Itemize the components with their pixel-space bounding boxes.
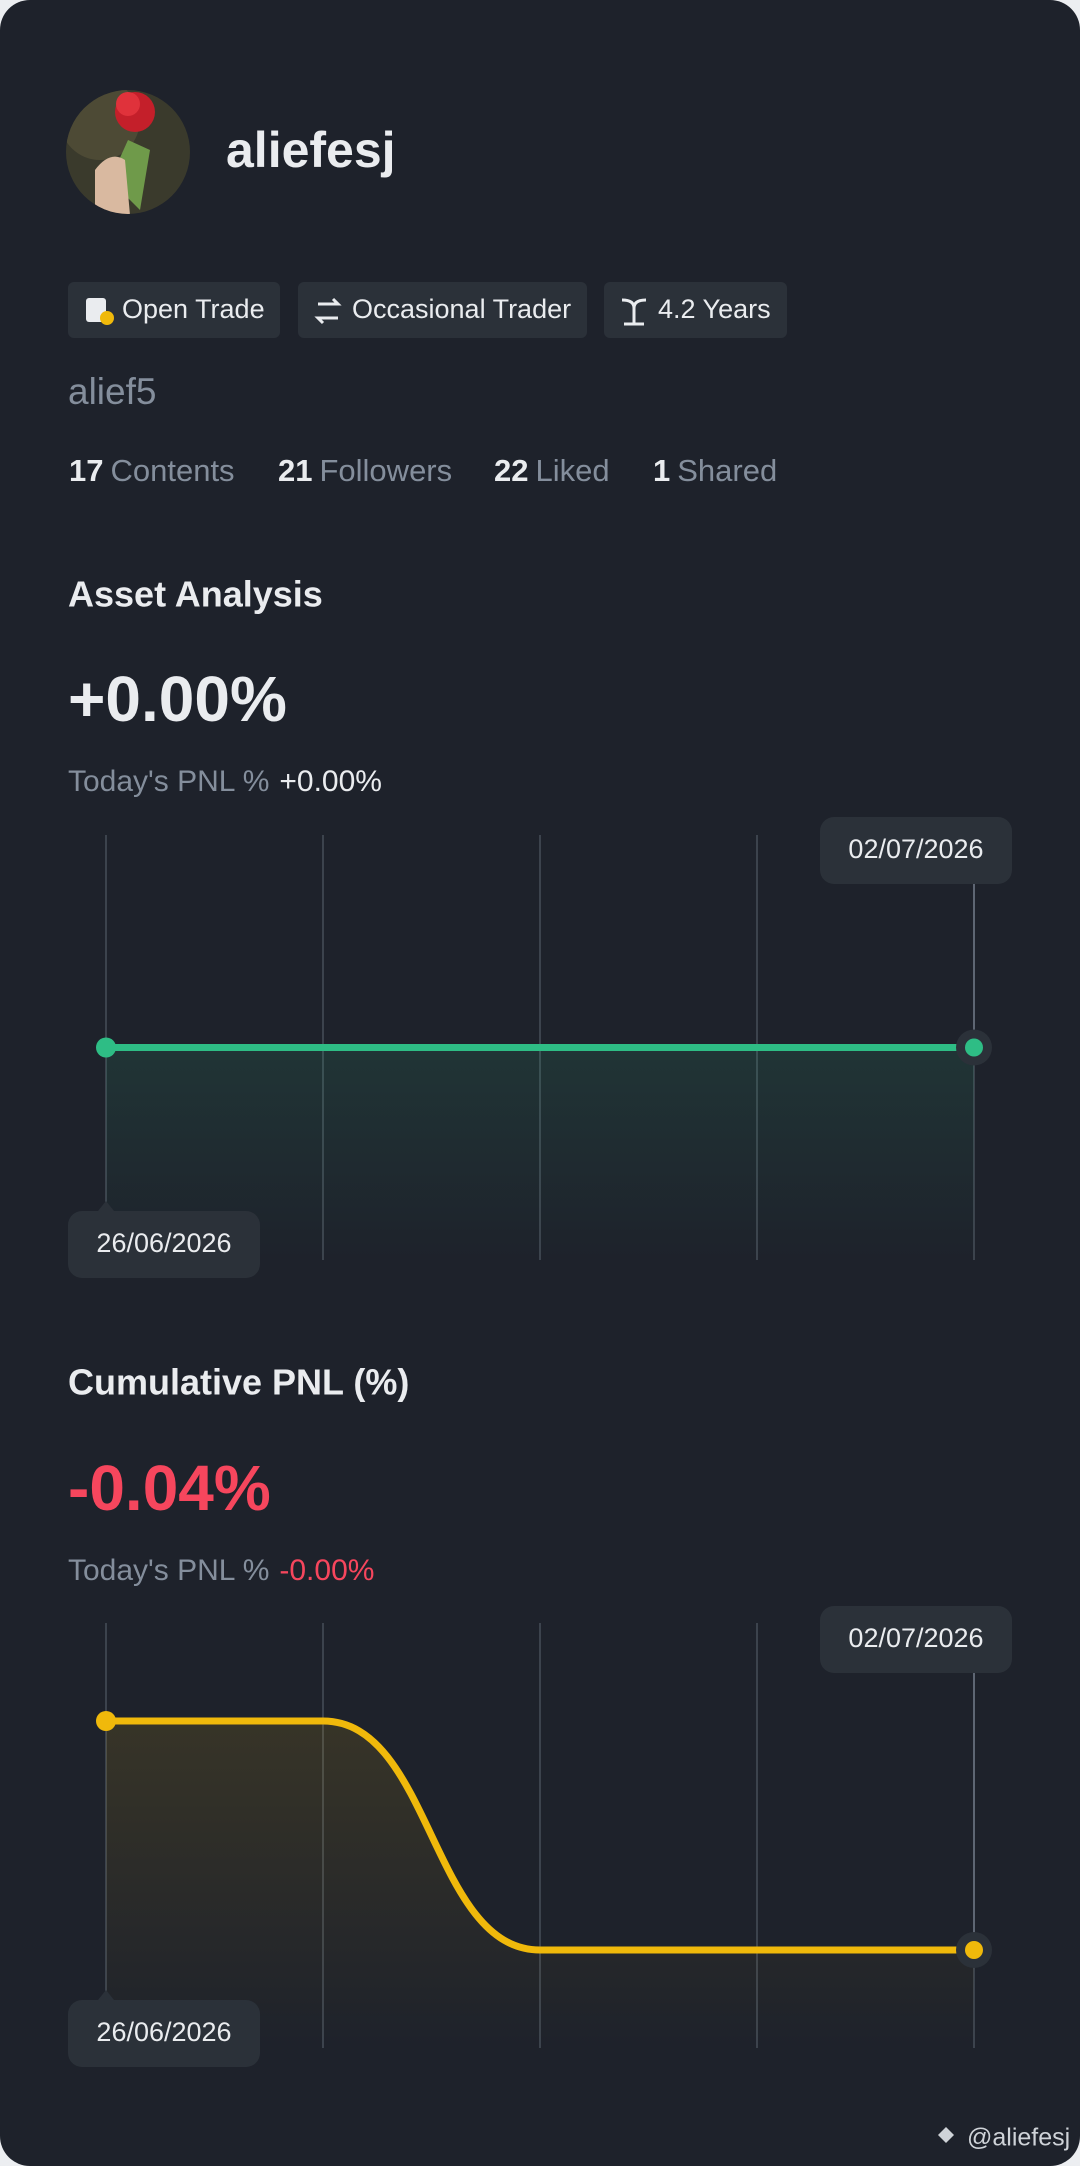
area bbox=[106, 1721, 974, 2048]
point bbox=[96, 1037, 116, 1058]
stat-value: 1 bbox=[653, 453, 670, 488]
stats: 17 Contents 21 Followers 22 Liked 1 Shared bbox=[69, 453, 777, 488]
tag: 4.2 Years bbox=[604, 282, 787, 338]
stat: 1 Shared bbox=[653, 453, 777, 488]
tooltip-date: 02/07/2026 bbox=[848, 1623, 983, 1653]
chart: Cumulative PNL (%) -0.04% Today's PNL % -0.… bbox=[68, 1362, 1012, 2067]
tooltip bbox=[820, 817, 1012, 884]
line bbox=[102, 1717, 978, 1954]
stat-label: Followers bbox=[319, 453, 452, 488]
tag: Occasional Trader bbox=[298, 282, 587, 338]
point bbox=[965, 1038, 983, 1057]
tag-text: 4.2 Years bbox=[658, 294, 771, 324]
point bbox=[965, 1941, 983, 1959]
stat-value: 22 bbox=[494, 453, 528, 488]
chart: Asset Analysis +0.00% Today's PNL % +0.00% 0… bbox=[68, 574, 1012, 1278]
watermark: @aliefesj bbox=[938, 2124, 1070, 2152]
subtitle-value: +0.00% bbox=[279, 765, 382, 798]
tooltip-arrow bbox=[98, 1201, 114, 1211]
subtitle-label: Today's PNL % bbox=[68, 765, 269, 798]
stat-label: Liked bbox=[535, 453, 609, 488]
watermark-text: @aliefesj bbox=[967, 2124, 1070, 2152]
point bbox=[96, 1711, 116, 1731]
tooltip-arrow bbox=[98, 1990, 114, 2000]
charts: Asset Analysis +0.00% Today's PNL % +0.00% 0… bbox=[68, 574, 1012, 2067]
chart-title: Asset Analysis bbox=[68, 574, 323, 615]
stat: 17 Contents bbox=[69, 453, 235, 488]
tag-text: Occasional Trader bbox=[352, 294, 571, 324]
tag: Open Trade bbox=[68, 282, 280, 338]
chart-subtitle: Today's PNL % -0.00% bbox=[68, 1554, 374, 1587]
chart-title: Cumulative PNL (%) bbox=[68, 1362, 409, 1403]
username: aliefesj bbox=[226, 122, 396, 178]
chart-headline: +0.00% bbox=[68, 663, 287, 735]
stat-value: 21 bbox=[278, 453, 312, 488]
chart-subtitle: Today's PNL % +0.00% bbox=[68, 765, 382, 798]
tooltip-date: 26/06/2026 bbox=[96, 2017, 231, 2047]
stat-value: 17 bbox=[69, 453, 103, 488]
stat-label: Shared bbox=[677, 453, 777, 488]
chart-headline: -0.04% bbox=[68, 1452, 271, 1524]
subtitle-value: -0.00% bbox=[279, 1554, 374, 1587]
area bbox=[106, 1047, 974, 1260]
subtitle-label: Today's PNL % bbox=[68, 1554, 269, 1587]
tooltip bbox=[820, 1606, 1012, 1673]
stat: 21 Followers bbox=[278, 453, 452, 488]
handle: alief5 bbox=[68, 371, 156, 412]
tooltip bbox=[68, 2000, 260, 2067]
tag-text: Open Trade bbox=[122, 294, 265, 324]
tooltip-date: 26/06/2026 bbox=[96, 1228, 231, 1258]
tooltip bbox=[68, 1211, 260, 1278]
stat-label: Contents bbox=[110, 453, 234, 488]
stat: 22 Liked bbox=[494, 453, 610, 488]
tooltip-date: 02/07/2026 bbox=[848, 834, 983, 864]
